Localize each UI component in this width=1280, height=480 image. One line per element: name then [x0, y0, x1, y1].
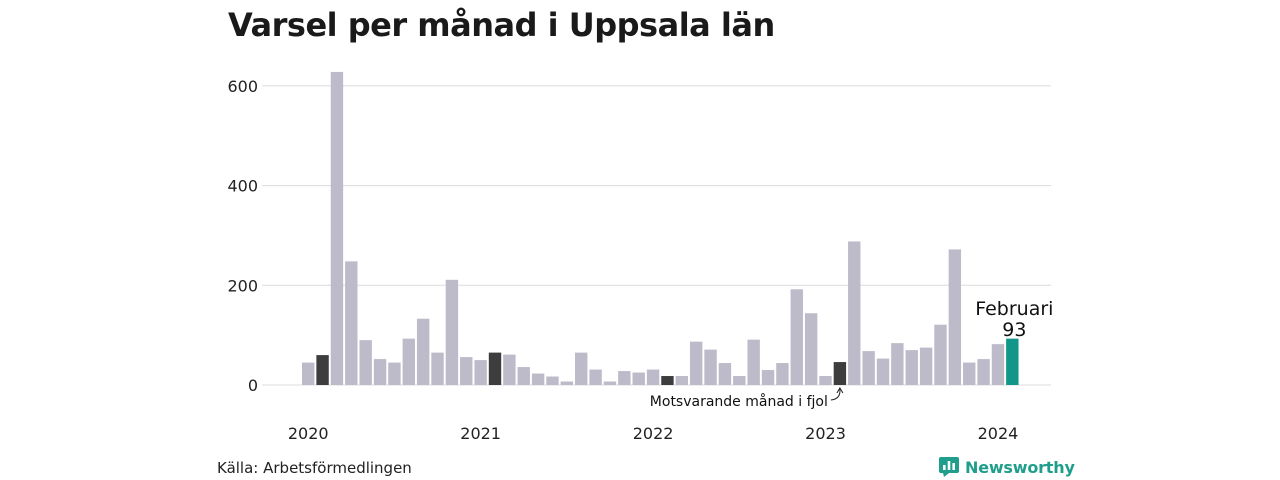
same-month-arrow [830, 388, 841, 401]
newsworthy-logo-icon [939, 457, 959, 477]
x-axis-year-labels: 2020 2021 2022 2023 2024 [288, 424, 1018, 443]
bar-2020-05 [359, 340, 372, 385]
x-tick-label: 2023 [805, 424, 846, 443]
bar-2021-01 [474, 360, 487, 385]
bar-2023-12 [977, 359, 990, 385]
bar-2021-03 [503, 354, 516, 385]
bar-2022-07 [733, 376, 746, 385]
current-value-label: 93 [1002, 319, 1026, 341]
bar-2023-09 [934, 324, 947, 385]
bar-2023-02 [833, 362, 847, 385]
bar-2020-01 [302, 362, 315, 385]
bar-2022-09 [761, 370, 775, 385]
bar-2020-07 [388, 362, 401, 385]
bar-2021-09 [589, 369, 602, 385]
gridlines [262, 85, 1051, 386]
bar-2022-08 [747, 339, 760, 385]
y-axis-ticks: 0 200 400 600 [227, 77, 258, 395]
bar-2021-08 [575, 352, 588, 385]
bar-2021-11 [618, 371, 631, 385]
current-month-label: Februari [975, 298, 1053, 320]
source-note: Källa: Arbetsförmedlingen [217, 459, 412, 477]
bar-2020-12 [460, 357, 473, 385]
bar-2022-05 [704, 349, 717, 385]
x-tick-label: 2024 [978, 424, 1019, 443]
bar-2022-12 [804, 313, 818, 385]
bar-2023-07 [905, 350, 918, 385]
bar-2023-08 [919, 347, 933, 385]
y-tick-label: 400 [227, 177, 258, 196]
bar-2024-02 [1006, 338, 1019, 385]
brand-name: Newsworthy [965, 457, 1075, 477]
bar-2023-10 [948, 249, 962, 385]
bars [302, 71, 1019, 385]
bar-2022-11 [790, 289, 803, 385]
bar-2022-03 [675, 376, 689, 385]
bar-2021-05 [531, 373, 545, 385]
y-tick-label: 0 [248, 376, 258, 395]
bar-2023-03 [848, 241, 861, 385]
bar-2022-02 [661, 376, 674, 385]
bar-2020-04 [345, 261, 358, 385]
bar-2020-06 [373, 359, 387, 385]
same-month-arrowhead [836, 387, 844, 394]
bar-2022-01 [646, 369, 660, 385]
bar-2021-10 [603, 381, 617, 385]
bar-2020-10 [431, 352, 444, 385]
bar-2022-04 [689, 341, 703, 385]
bar-2024-01 [991, 344, 1005, 385]
same-month-note: Motsvarande månad i fjol [650, 393, 828, 410]
bar-2023-01 [819, 376, 832, 385]
bar-2020-09 [416, 318, 430, 385]
bar-2021-12 [632, 372, 645, 385]
bar-2021-07 [560, 381, 574, 385]
y-tick-label: 600 [227, 77, 258, 96]
y-tick-label: 200 [227, 276, 258, 295]
bar-2021-06 [546, 376, 559, 385]
bar-2023-11 [963, 362, 976, 385]
bar-2020-02 [316, 355, 329, 385]
brand-logo: Newsworthy [938, 456, 1075, 478]
bar-2022-06 [718, 363, 732, 385]
chart-title: Varsel per månad i Uppsala län [228, 6, 775, 44]
bar-2021-02 [488, 352, 502, 385]
bar-2020-11 [445, 279, 459, 385]
x-tick-label: 2021 [460, 424, 501, 443]
bar-2021-04 [517, 367, 530, 385]
bar-2022-10 [776, 363, 789, 385]
bar-2020-08 [402, 338, 415, 385]
bar-2023-06 [891, 343, 904, 385]
bar-2020-03 [330, 71, 344, 385]
bar-2023-05 [876, 358, 890, 385]
x-tick-label: 2022 [633, 424, 674, 443]
x-tick-label: 2020 [288, 424, 329, 443]
bar-2023-04 [862, 351, 875, 385]
